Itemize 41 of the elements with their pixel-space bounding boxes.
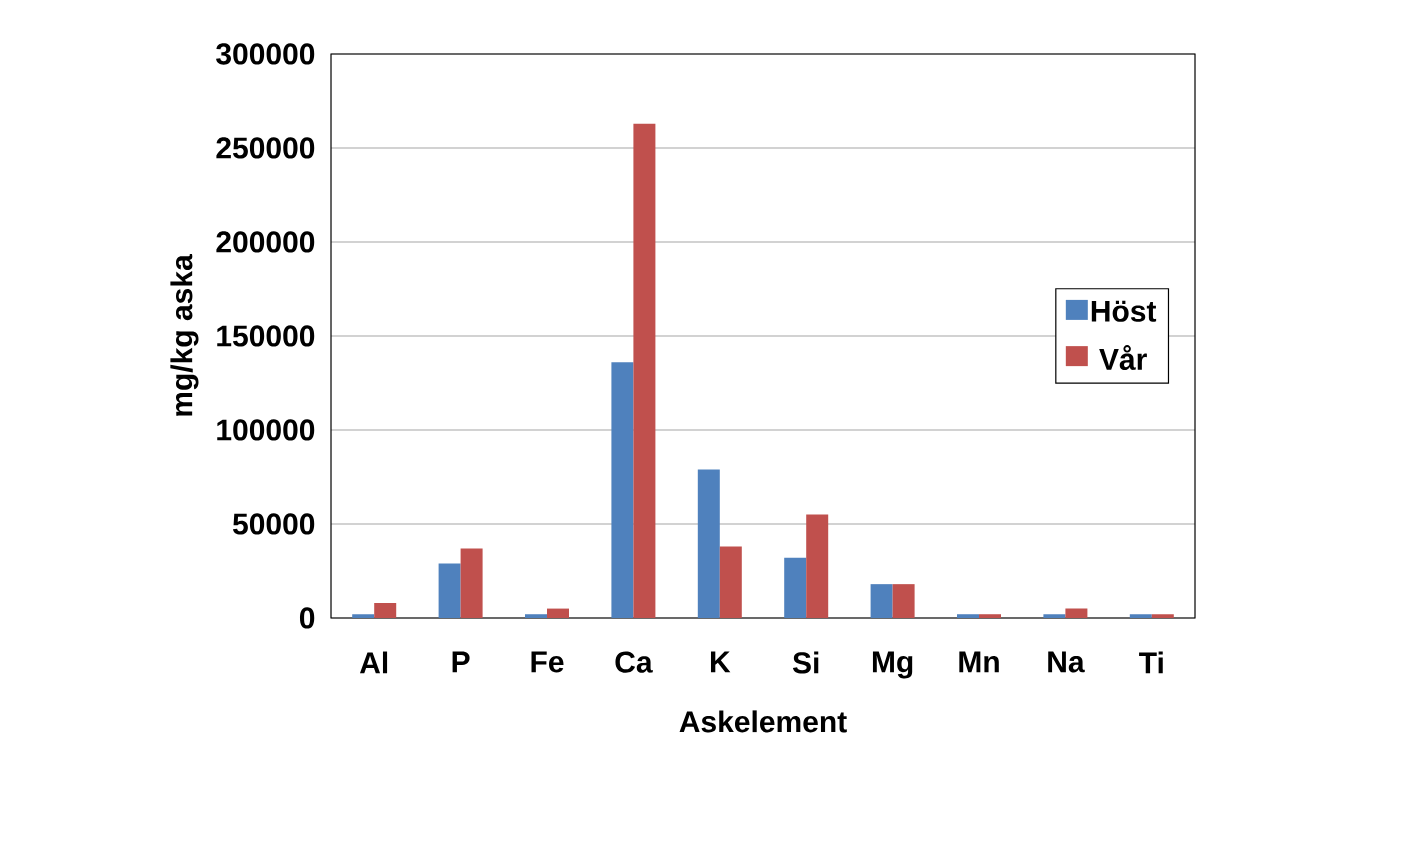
bar: [352, 614, 375, 618]
bar: [633, 123, 656, 618]
y-tick-label: 50000: [232, 513, 315, 535]
bar: [374, 602, 397, 618]
x-tick-label: Na: [1048, 651, 1085, 673]
bar: [438, 563, 461, 618]
x-tick-label: Mg: [872, 651, 913, 679]
bar: [1129, 614, 1152, 618]
y-tick-label: 0: [299, 607, 315, 629]
x-tick-label: Ca: [615, 651, 653, 673]
x-tick-label: Mn: [959, 651, 999, 673]
y-tick-label: 150000: [217, 325, 315, 347]
bar: [806, 514, 829, 618]
bar: [1151, 614, 1174, 618]
bar: [979, 614, 1001, 618]
bar: [525, 614, 547, 618]
x-tick-label: Ti: [1139, 651, 1163, 674]
bar: [697, 469, 720, 618]
x-tick-label: Al: [359, 651, 388, 674]
bar: [611, 362, 634, 618]
y-axis-title: mg/kg aska: [170, 254, 199, 416]
bar: [1065, 608, 1088, 618]
bar: [870, 584, 893, 618]
y-tick-label: 250000: [216, 137, 315, 159]
bar: [957, 614, 979, 618]
x-tick-label: Fe: [531, 651, 564, 673]
x-tick-label: K: [710, 651, 731, 673]
bar: [460, 548, 483, 618]
y-tick-label: 300000: [216, 43, 315, 65]
bar: [784, 557, 807, 618]
x-axis-title: Askelement: [679, 710, 847, 733]
y-tick-label: 100000: [217, 419, 315, 441]
bar: [1043, 614, 1066, 618]
legend-label: Vår: [1099, 345, 1147, 371]
bar: [719, 546, 742, 618]
bar: [892, 584, 915, 618]
legend-label: Höst: [1091, 300, 1157, 322]
x-tick-label: Si: [792, 651, 819, 674]
bar: [547, 608, 569, 618]
x-tick-label: P: [452, 651, 470, 673]
y-tick-label: 200000: [216, 231, 315, 253]
